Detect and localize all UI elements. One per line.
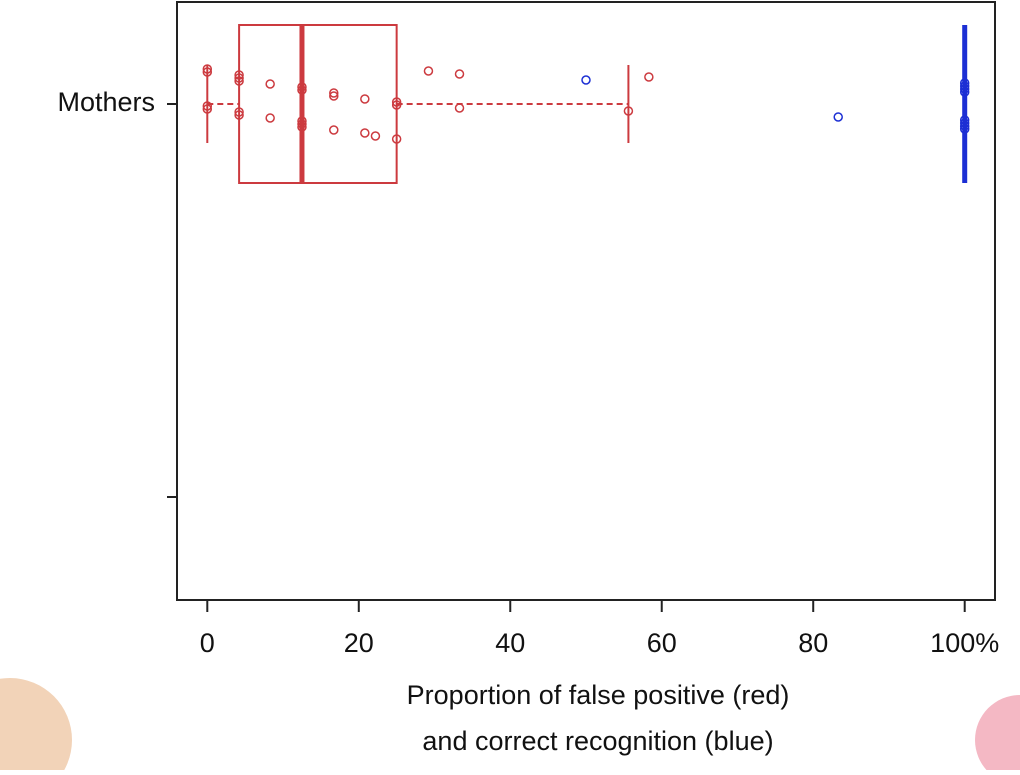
data-point bbox=[959, 115, 970, 125]
data-point bbox=[644, 72, 654, 82]
data-point bbox=[297, 82, 307, 92]
x-tick-label: 0 bbox=[200, 628, 215, 658]
x-axis-label: and correct recognition (blue) bbox=[422, 726, 773, 756]
data-point bbox=[329, 91, 339, 101]
data-point bbox=[360, 128, 370, 138]
box bbox=[238, 24, 398, 184]
data-point bbox=[370, 131, 381, 141]
data-point bbox=[202, 64, 213, 74]
data-point bbox=[329, 125, 339, 135]
data-point bbox=[297, 85, 307, 95]
data-point bbox=[391, 100, 402, 110]
data-point bbox=[202, 101, 213, 111]
plot-frame bbox=[176, 1, 996, 601]
data-point bbox=[581, 75, 591, 85]
decoration bbox=[0, 678, 72, 775]
x-axis-label: Proportion of false positive (red) bbox=[407, 680, 790, 710]
data-point bbox=[234, 107, 244, 117]
data-point bbox=[234, 73, 244, 83]
data-point bbox=[329, 88, 339, 98]
data-point bbox=[959, 81, 970, 91]
x-tick-label: 60 bbox=[647, 628, 677, 658]
decoration bbox=[975, 695, 1020, 775]
x-tick-label: 100% bbox=[930, 628, 999, 658]
x-tick-label: 20 bbox=[344, 628, 374, 658]
data-point bbox=[833, 112, 843, 122]
data-point bbox=[297, 119, 307, 129]
data-point bbox=[265, 113, 275, 123]
y-tick-label: Mothers bbox=[57, 87, 155, 117]
data-point bbox=[234, 110, 244, 120]
data-point bbox=[959, 78, 970, 88]
data-point bbox=[265, 79, 275, 89]
data-point bbox=[202, 67, 213, 77]
x-tick-label: 40 bbox=[495, 628, 525, 658]
data-point bbox=[234, 76, 244, 86]
data-point bbox=[959, 84, 970, 94]
data-point bbox=[454, 103, 465, 113]
data-point bbox=[391, 97, 402, 107]
data-point bbox=[959, 118, 970, 128]
data-point bbox=[959, 124, 970, 134]
data-point bbox=[391, 134, 402, 144]
data-point bbox=[234, 70, 244, 80]
data-point bbox=[297, 116, 307, 126]
data-point bbox=[360, 94, 370, 104]
data-point bbox=[202, 104, 213, 114]
data-point bbox=[959, 87, 970, 97]
data-point bbox=[423, 66, 434, 76]
data-point bbox=[959, 121, 970, 131]
data-point bbox=[454, 69, 465, 79]
x-tick-label: 80 bbox=[798, 628, 828, 658]
data-point bbox=[297, 122, 307, 132]
data-point bbox=[623, 106, 634, 116]
